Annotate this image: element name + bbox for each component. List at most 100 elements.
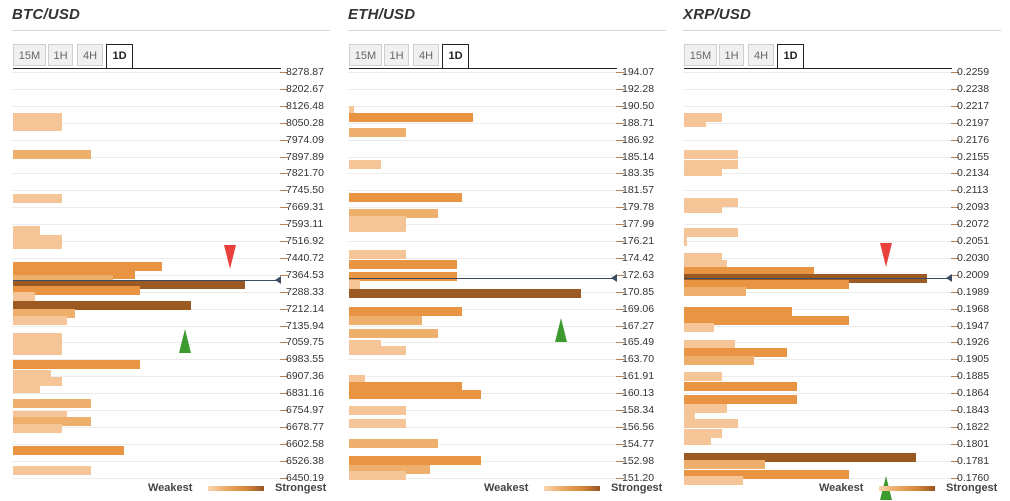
current-price-line: [684, 278, 951, 280]
confluence-bar: [13, 150, 92, 160]
tab-1d[interactable]: 1D: [442, 44, 469, 69]
gridline: [348, 241, 616, 242]
gridline: [348, 443, 616, 445]
legend-weakest-label: Weakest: [819, 482, 864, 494]
confluence-bar: [13, 359, 140, 369]
confluence-bar: [684, 307, 792, 317]
level-tick: [616, 359, 624, 361]
gridline: [348, 460, 616, 462]
confluence-bar: [349, 271, 457, 281]
confluence-bar: [13, 398, 92, 408]
price-level-label: 185.14: [622, 150, 655, 163]
level-tick: [616, 257, 624, 259]
gridline: [12, 173, 280, 175]
tab-4h[interactable]: 4H: [413, 44, 439, 66]
confluence-bar: [684, 322, 714, 332]
gridline: [12, 410, 280, 411]
confluence-bar: [684, 280, 849, 290]
price-level-label: 0.2238: [957, 82, 990, 95]
confluence-bar: [684, 412, 695, 422]
tab-1d[interactable]: 1D: [777, 44, 804, 69]
price-level-label: 6831.16: [286, 387, 324, 400]
level-tick: [951, 72, 959, 73]
tab-15m[interactable]: 15M: [349, 44, 382, 66]
level-tick: [616, 122, 624, 124]
gridline: [12, 291, 280, 293]
level-tick: [280, 443, 288, 445]
gridline: [348, 105, 616, 107]
confluence-bar: [349, 390, 482, 400]
confluence-bar: [13, 370, 51, 379]
legend-weakest-label: Weakest: [484, 482, 529, 494]
confluence-chart: 194.07 192.28 190.50 188.71 186.92 185.14 183.…: [348, 66, 678, 484]
price-level-label: 0.2113: [957, 184, 989, 197]
tab-1h[interactable]: 1H: [48, 44, 73, 66]
panel-eth-usd: ETH/USD 15M 1H 4H 1D 194.07 192.28 190.50 1…: [348, 0, 678, 501]
gridline: [683, 88, 951, 90]
gridline: [348, 122, 616, 124]
tab-15m[interactable]: 15M: [684, 44, 717, 66]
price-level-label: 0.2155: [957, 150, 990, 163]
confluence-bar: [349, 209, 439, 219]
gridline: [683, 257, 951, 259]
price-level-label: 0.1905: [957, 353, 990, 366]
price-level-label: 6678.77: [286, 420, 324, 433]
confluence-bar: [349, 128, 406, 138]
level-tick: [951, 88, 959, 90]
tab-1d[interactable]: 1D: [106, 44, 133, 69]
confluence-bar: [349, 329, 439, 339]
legend-xrp: Weakest Strongest: [683, 482, 1001, 496]
level-tick: [616, 72, 624, 73]
level-tick: [280, 88, 288, 90]
gridline: [12, 274, 280, 276]
price-level-label: 177.99: [622, 218, 655, 231]
tab-4h[interactable]: 4H: [77, 44, 103, 66]
confluence-bar: [684, 356, 755, 366]
tab-15m[interactable]: 15M: [13, 44, 46, 66]
gridline: [12, 393, 280, 395]
gridline: [683, 308, 951, 310]
level-tick: [951, 291, 959, 293]
level-tick: [951, 105, 959, 107]
level-tick: [616, 291, 624, 293]
confluence-bar: [349, 250, 406, 260]
price-level-label: 0.1843: [957, 404, 990, 416]
support-arrow-icon: [555, 318, 567, 343]
confluence-bar: [349, 381, 463, 391]
gridline: [12, 139, 280, 141]
price-level-label: 152.98: [622, 454, 655, 467]
current-price-marker: [275, 275, 281, 284]
price-level-label: 172.63: [622, 268, 655, 281]
level-tick: [280, 477, 288, 479]
gridline: [12, 342, 280, 344]
price-level-label: 190.50: [622, 99, 655, 112]
gridline: [683, 72, 951, 73]
gridline: [12, 241, 280, 242]
price-level-label: 0.2009: [957, 268, 990, 281]
level-tick: [280, 393, 288, 395]
legend-gradient: [208, 486, 264, 491]
confluence-bar: [349, 260, 457, 270]
tab-4h[interactable]: 4H: [748, 44, 774, 66]
price-level-label: 186.92: [622, 133, 655, 146]
level-tick: [280, 190, 288, 192]
gridline: [348, 190, 616, 192]
price-level-label: 174.42: [622, 251, 655, 264]
tab-1h[interactable]: 1H: [384, 44, 409, 66]
confluence-bar: [349, 192, 463, 202]
tab-1h[interactable]: 1H: [719, 44, 744, 66]
confluence-bar: [349, 222, 406, 232]
gridline: [683, 325, 951, 327]
level-tick: [616, 393, 624, 395]
level-tick: [280, 274, 288, 276]
price-level-label: 7593.11: [286, 218, 324, 231]
price-level-label: 165.49: [622, 336, 655, 349]
gridline: [683, 291, 951, 293]
price-level-label: 6754.97: [286, 404, 324, 416]
gridline: [12, 376, 280, 378]
gridline: [348, 376, 616, 378]
price-level-label: 7364.53: [286, 268, 324, 281]
level-tick: [951, 325, 959, 327]
level-tick: [616, 173, 624, 175]
legend-strongest-label: Strongest: [611, 482, 663, 494]
